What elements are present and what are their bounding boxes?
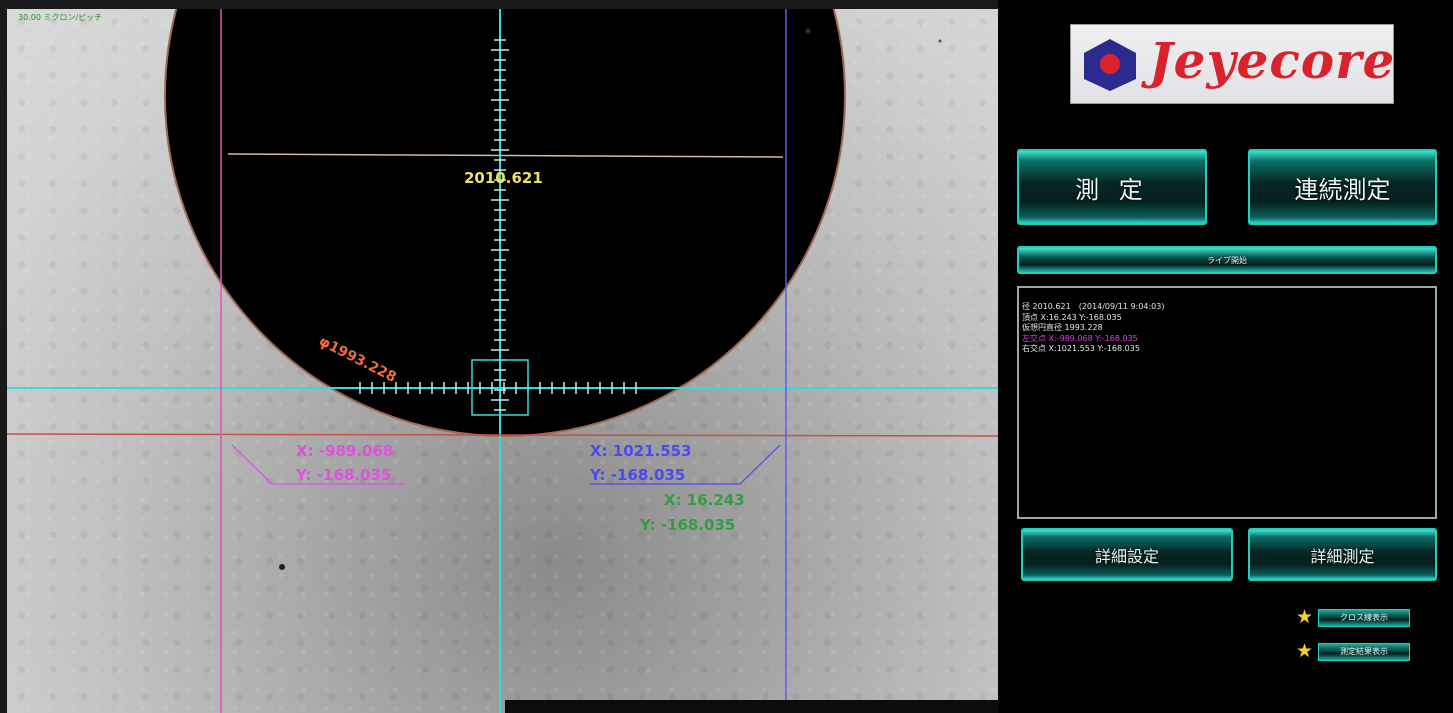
cross-line-option[interactable]: ★ クロス線表示 xyxy=(1296,608,1410,627)
center-point-x: X: 16.243 xyxy=(664,491,745,509)
right-point-y: Y: -168.035 xyxy=(589,466,685,484)
right-point-x: X: 1021.553 xyxy=(590,442,692,460)
left-point-y: Y: -168.035 xyxy=(295,466,391,484)
result-display-button[interactable]: 測定結果表示 xyxy=(1318,642,1410,661)
vertical-scale-ticks xyxy=(491,39,509,411)
hexagon-logo-icon xyxy=(1084,39,1136,91)
star-icon: ★ xyxy=(1296,640,1314,662)
result-display-option[interactable]: ★ 測定結果表示 xyxy=(1296,642,1410,661)
result-line: 径 2010.621 (2014/09/11 9:04:03) xyxy=(1022,302,1165,311)
dust-speck xyxy=(279,564,285,570)
result-line: 頂点 X:16.243 Y:-168.035 xyxy=(1022,312,1122,322)
measure-button[interactable]: 測 定 xyxy=(1017,149,1207,225)
top-measure-value: 2010.621 xyxy=(464,169,543,187)
viewport-frame-left xyxy=(0,0,7,713)
jeyecore-logo: Jeyecore xyxy=(1070,24,1394,104)
viewport-frame-top xyxy=(0,0,998,9)
edge-line xyxy=(6,433,998,437)
left-point-x: X: -989.068 xyxy=(296,442,393,460)
chord-line xyxy=(227,153,784,158)
measured-circle xyxy=(164,0,846,437)
horizontal-scale-ticks xyxy=(359,382,637,394)
detail-measure-button[interactable]: 詳細測定 xyxy=(1248,528,1437,581)
cross-line-display-button[interactable]: クロス線表示 xyxy=(1318,608,1410,627)
center-point-y: Y: -168.035 xyxy=(639,516,735,534)
results-panel: 径 2010.621 (2014/09/11 9:04:03) 頂点 X:16.2… xyxy=(1017,286,1437,519)
right-point-leader xyxy=(590,444,781,485)
dust-speck xyxy=(938,39,942,43)
logo-text: Jeyecore xyxy=(1149,31,1396,90)
center-target-box xyxy=(471,359,529,416)
result-line: 仮想円直径 1993.228 xyxy=(1022,323,1103,332)
scale-label: 30.00 ミクロン/ピッチ xyxy=(18,13,103,22)
measurement-overlay: 2010.621 φ1993.228 X: -989.068 Y: -168.0… xyxy=(6,0,998,713)
left-point-leader xyxy=(231,444,405,485)
control-panel: Jeyecore 測 定 連続測定 ライブ開始 径 2010.621 (2014… xyxy=(998,0,1453,713)
detail-settings-button[interactable]: 詳細設定 xyxy=(1021,528,1233,581)
continuous-measure-button[interactable]: 連続測定 xyxy=(1248,149,1437,225)
live-start-button[interactable]: ライブ開始 xyxy=(1017,246,1437,274)
result-line: 左交点 X:-989.068 Y:-168.035 xyxy=(1022,333,1138,343)
result-line: 右交点 X:1021.553 Y:-168.035 xyxy=(1022,344,1140,353)
dust-speck xyxy=(805,28,811,34)
camera-viewport[interactable]: 2010.621 φ1993.228 X: -989.068 Y: -168.0… xyxy=(0,0,998,713)
star-icon: ★ xyxy=(1296,606,1314,628)
